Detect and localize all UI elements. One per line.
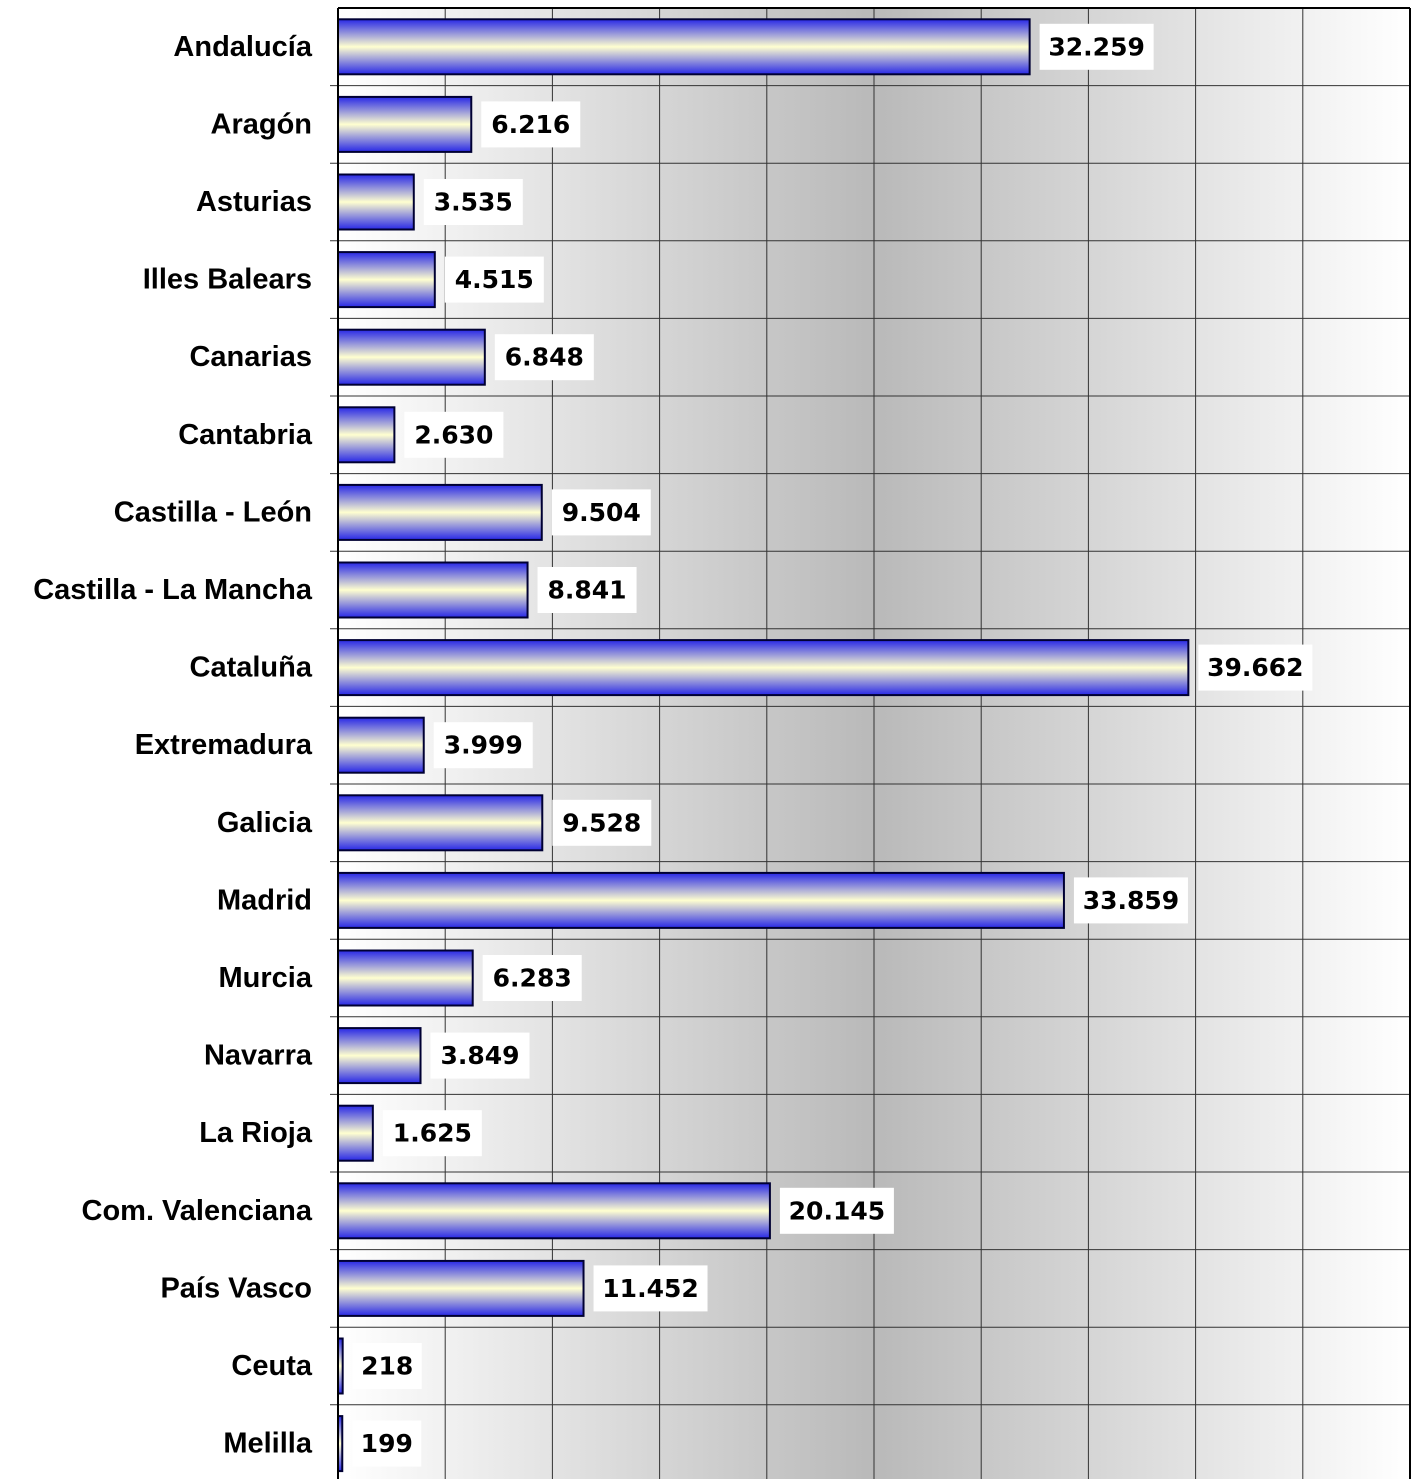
value-label-madrid: 33.859 bbox=[1083, 886, 1179, 915]
bar-cataluna bbox=[337, 639, 1190, 697]
value-label-box-cataluna bbox=[1198, 644, 1313, 691]
bar-la-rioja bbox=[337, 1104, 374, 1162]
value-label-box-murcia bbox=[482, 955, 582, 1001]
category-label-murcia: Murcia bbox=[219, 962, 313, 994]
value-label-box-canarias bbox=[494, 334, 594, 381]
bar-extremadura bbox=[337, 716, 425, 774]
bar-galicia bbox=[337, 794, 544, 852]
value-label-box-castilla-la-mancha bbox=[537, 567, 637, 613]
bar-castilla-leon bbox=[337, 483, 543, 541]
category-label-melilla: Melilla bbox=[223, 1428, 313, 1460]
value-label-cataluna: 39.662 bbox=[1207, 653, 1303, 682]
bar-madrid bbox=[337, 871, 1065, 929]
bar-series bbox=[337, 18, 1190, 1473]
value-label-canarias: 6.848 bbox=[505, 343, 584, 372]
category-label-asturias: Asturias bbox=[196, 186, 312, 218]
value-label-com-valenciana: 20.145 bbox=[789, 1196, 885, 1225]
bar-navarra bbox=[337, 1027, 422, 1085]
bar-pais-vasco bbox=[337, 1259, 585, 1317]
value-label-cantabria: 2.630 bbox=[414, 420, 493, 449]
value-label-melilla: 199 bbox=[361, 1429, 413, 1458]
value-label-box-galicia bbox=[552, 799, 652, 846]
value-label-galicia: 9.528 bbox=[562, 808, 641, 837]
value-label-asturias: 3.535 bbox=[434, 188, 513, 217]
bar-illes-balears bbox=[337, 251, 436, 309]
value-label-ceuta: 218 bbox=[361, 1352, 413, 1381]
value-label-box-andalucia bbox=[1039, 23, 1154, 70]
value-label-box-ceuta bbox=[352, 1343, 422, 1389]
value-label-box-aragon bbox=[481, 101, 581, 148]
category-label-pais-vasco: País Vasco bbox=[160, 1272, 312, 1304]
value-label-la-rioja: 1.625 bbox=[393, 1119, 472, 1148]
vertical-gridlines bbox=[444, 8, 1304, 1479]
category-label-la-rioja: La Rioja bbox=[199, 1117, 313, 1149]
bar-cantabria bbox=[337, 406, 396, 464]
bar-asturias bbox=[337, 173, 415, 231]
value-label-murcia: 6.283 bbox=[493, 964, 572, 993]
category-label-cantabria: Cantabria bbox=[178, 419, 313, 451]
bar-canarias bbox=[337, 328, 486, 386]
category-label-andalucia: Andalucía bbox=[173, 31, 312, 63]
value-label-box-madrid bbox=[1073, 877, 1188, 924]
value-labels: 32.259 6.216 3.535 4.515 6.848 2.630 9.504 8.84… bbox=[352, 23, 1313, 1467]
value-label-illes-balears: 4.515 bbox=[455, 265, 534, 294]
category-label-navarra: Navarra bbox=[204, 1040, 313, 1072]
value-label-box-pais-vasco bbox=[593, 1265, 708, 1312]
value-label-box-asturias bbox=[423, 179, 523, 225]
value-label-castilla-leon: 9.504 bbox=[562, 498, 641, 527]
category-label-castilla-leon: Castilla - León bbox=[114, 496, 312, 528]
category-label-com-valenciana: Com. Valenciana bbox=[82, 1195, 313, 1227]
bar-murcia bbox=[337, 949, 474, 1007]
value-label-aragon: 6.216 bbox=[491, 110, 570, 139]
category-label-cataluna: Cataluña bbox=[190, 652, 313, 684]
value-label-pais-vasco: 11.452 bbox=[602, 1274, 698, 1303]
category-label-galicia: Galicia bbox=[217, 807, 313, 839]
value-label-box-com-valenciana bbox=[779, 1187, 894, 1234]
value-label-box-melilla bbox=[352, 1420, 422, 1467]
value-label-box-navarra bbox=[430, 1032, 530, 1079]
category-label-aragon: Aragón bbox=[211, 108, 313, 140]
horizontal-gridlines bbox=[330, 85, 1410, 1406]
value-label-box-la-rioja bbox=[382, 1110, 482, 1157]
category-label-canarias: Canarias bbox=[189, 341, 312, 373]
value-label-extremadura: 3.999 bbox=[444, 731, 523, 760]
value-label-box-cantabria bbox=[404, 411, 504, 458]
category-label-extremadura: Extremadura bbox=[135, 729, 313, 761]
bar-com-valenciana bbox=[337, 1182, 771, 1240]
bar-aragon bbox=[337, 95, 473, 153]
value-label-box-castilla-leon bbox=[551, 489, 651, 536]
value-label-castilla-la-mancha: 8.841 bbox=[548, 576, 627, 605]
value-label-box-illes-balears bbox=[444, 256, 544, 303]
bar-andalucia bbox=[337, 18, 1031, 76]
category-labels: Andalucía Aragón Asturias Illes Balears Cana… bbox=[33, 31, 313, 1460]
category-label-madrid: Madrid bbox=[217, 884, 312, 916]
value-label-navarra: 3.849 bbox=[440, 1041, 519, 1070]
value-label-box-extremadura bbox=[433, 722, 533, 769]
category-label-illes-balears: Illes Balears bbox=[143, 264, 312, 296]
category-label-castilla-la-mancha: Castilla - La Mancha bbox=[33, 574, 313, 606]
category-label-ceuta: Ceuta bbox=[231, 1350, 312, 1382]
bar-castilla-la-mancha bbox=[337, 561, 529, 619]
value-label-andalucia: 32.259 bbox=[1048, 32, 1144, 61]
